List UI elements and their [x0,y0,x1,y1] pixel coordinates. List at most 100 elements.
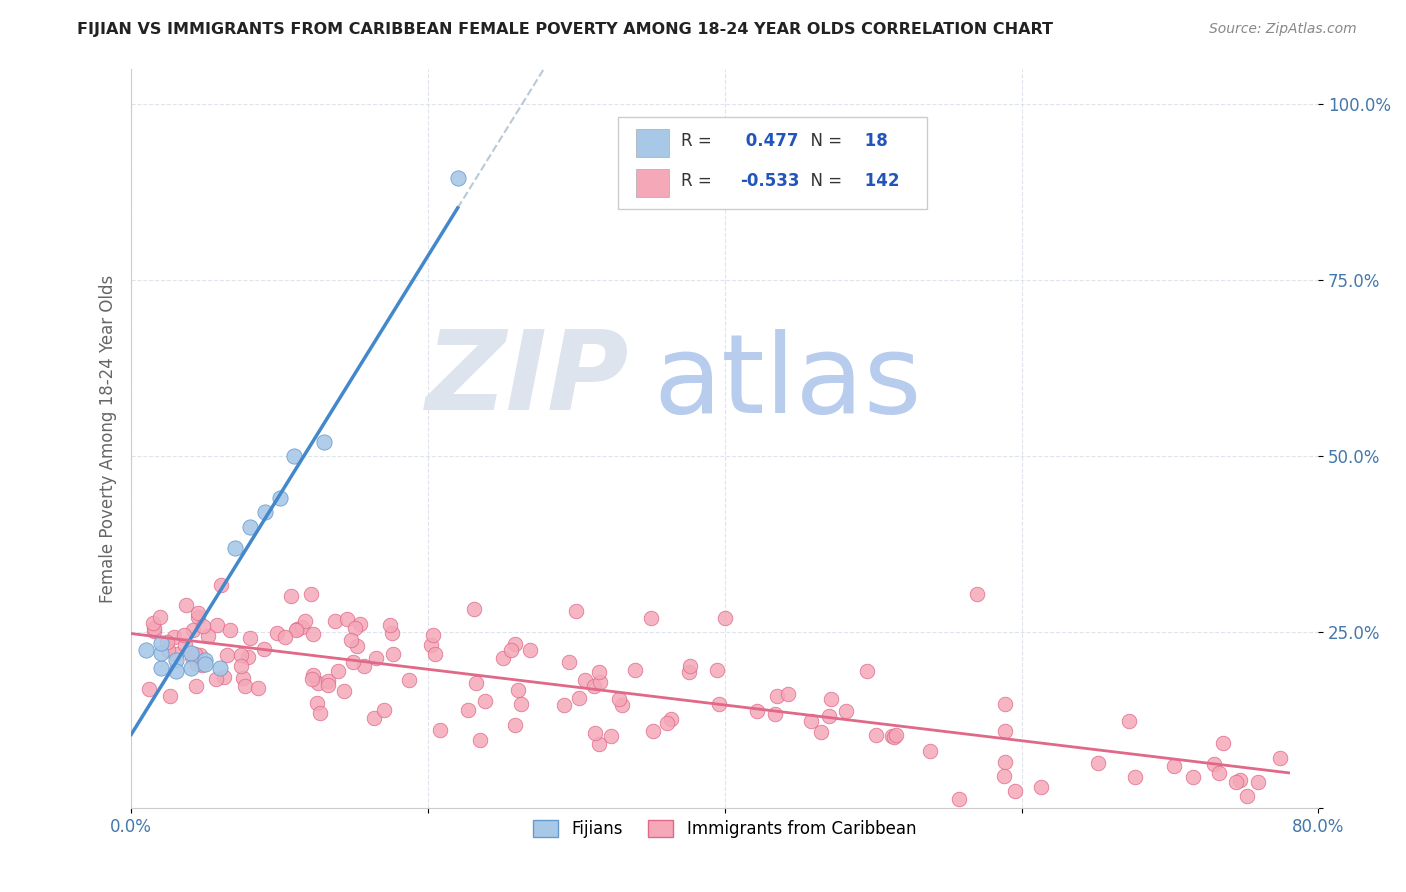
Point [993,769,1015,783]
Point [274,630,297,644]
Point [353,658,375,673]
Point [1225,774,1247,789]
Point [465,675,488,690]
Point [186,657,208,671]
Point [713,611,735,625]
Point [966,586,988,600]
Point [326,665,349,679]
Point [610,698,633,713]
Point [229,658,252,673]
Point [159,689,181,703]
Point [180,647,202,661]
Point [165,653,187,667]
Point [429,723,451,738]
Point [678,665,700,679]
Point [503,718,526,732]
Point [447,170,470,185]
Point [149,636,172,650]
Point [1029,780,1052,794]
Point [266,626,288,640]
Point [333,684,356,698]
Point [655,716,678,731]
Point [346,639,368,653]
Point [641,724,664,739]
Point [422,627,444,641]
Point [197,629,219,643]
Point [501,642,523,657]
Point [835,704,858,718]
Point [865,728,887,742]
Text: 18: 18 [859,132,887,150]
Point [246,681,269,695]
Text: R =: R = [681,132,717,150]
Point [205,617,228,632]
Point [135,643,157,657]
Point [582,679,605,693]
Point [294,614,316,628]
Point [679,659,702,673]
Point [301,672,323,686]
Point [283,449,305,463]
Point [568,690,591,705]
Point [307,676,329,690]
Point [1208,765,1230,780]
FancyBboxPatch shape [636,169,669,197]
Point [187,610,209,624]
Point [340,633,363,648]
Point [301,668,323,682]
Point [640,611,662,625]
Point [503,637,526,651]
Point [508,683,530,698]
Point [302,627,325,641]
Point [463,602,485,616]
Point [212,670,235,684]
Point [880,729,903,743]
Text: -0.533: -0.533 [740,172,800,190]
Point [994,697,1017,711]
Point [194,653,217,667]
Point [194,657,217,671]
FancyBboxPatch shape [636,129,669,157]
Point [190,648,212,662]
Point [373,703,395,717]
Point [239,632,262,646]
Point [557,655,579,669]
Text: atlas: atlas [654,329,922,436]
Point [381,626,404,640]
Point [236,649,259,664]
Text: N =: N = [800,132,846,150]
Point [599,729,621,743]
Point [157,643,180,657]
Point [425,647,447,661]
Point [342,656,364,670]
Point [659,712,682,726]
Point [553,698,575,712]
Point [344,621,367,635]
Point [706,663,728,677]
Point [191,657,214,672]
Point [187,606,209,620]
Point [364,650,387,665]
Point [948,792,970,806]
Point [184,679,207,693]
Point [624,663,647,677]
Point [1229,773,1251,788]
Point [1163,758,1185,772]
Text: R =: R = [681,172,717,190]
Point [229,648,252,662]
Text: Source: ZipAtlas.com: Source: ZipAtlas.com [1209,22,1357,37]
Point [574,673,596,688]
Point [180,660,202,674]
Point [191,619,214,633]
Point [763,706,786,721]
Point [492,651,515,665]
Point [363,711,385,725]
Point [588,665,610,680]
Point [745,704,768,718]
Point [1118,714,1140,728]
Point [204,673,226,687]
Point [224,541,246,555]
Point [314,435,336,450]
Point [209,578,232,592]
Point [382,647,405,661]
